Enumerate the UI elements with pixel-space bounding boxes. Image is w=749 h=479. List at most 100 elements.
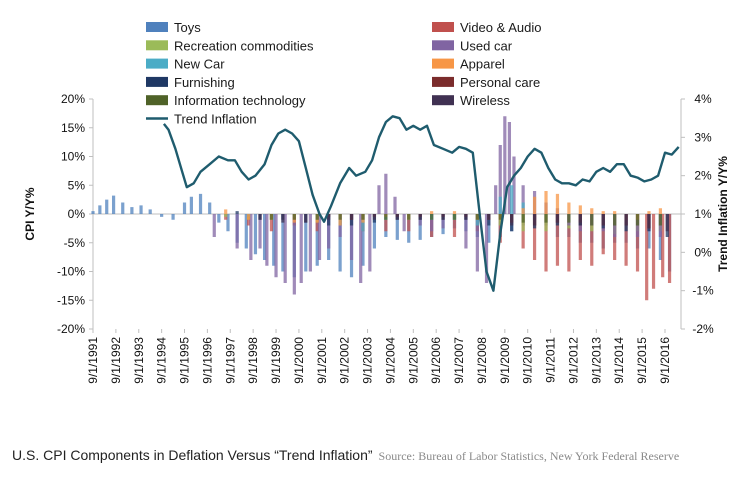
bar [327,214,331,249]
x-tick-label: 9/1/1996 [200,337,214,384]
bar [494,185,498,214]
x-tick-label: 9/1/2003 [361,337,375,384]
legend-label: Used car [460,38,513,53]
bar [532,214,537,260]
bar [532,214,537,226]
bar [281,214,285,223]
legend-swatch [432,40,454,51]
y-tick-label: 20% [61,92,85,106]
bar [601,214,605,226]
bar [452,211,457,214]
y-tick-label: 5% [68,178,86,192]
series-toys [91,193,672,278]
x-tick-label: 9/1/2011 [544,337,558,383]
legend-label: Furnishing [174,75,235,90]
bar [139,205,143,214]
bar [283,214,287,283]
y-tick-label: 10% [61,150,85,164]
bar [395,214,399,220]
bar [555,193,560,214]
x-tick-label: 9/1/1992 [109,337,123,384]
y-tick-label: -10% [57,265,85,279]
bar [452,214,457,237]
bar [224,209,228,214]
bar [487,214,491,243]
bar [349,214,354,220]
bar [503,116,507,214]
bar [567,202,571,214]
trend-inflation-line [162,115,680,292]
bar [430,214,434,220]
series-used-car [212,116,663,295]
y-tick-label: -5% [64,236,86,250]
bar [407,214,411,232]
bar [464,214,468,220]
bar [384,173,388,214]
bar [272,214,276,266]
bar [368,214,372,272]
bar [265,214,269,266]
bar [567,214,571,272]
x-tick-label: 9/1/2006 [429,337,443,384]
bar [651,214,656,289]
bar [521,208,525,214]
bar [338,214,342,272]
bar [338,214,342,220]
bar [555,214,560,266]
caption: U.S. CPI Components in Deflation Versus … [12,447,679,465]
bar [635,214,640,226]
bar [91,211,95,214]
bar [148,209,152,214]
bar [590,214,594,226]
chart-svg: 20% 15% 10% 5% 0% -5% -10% -15% -20% 4% 3% 2% 1% 0% -1… [23,20,730,384]
legend-swatch [432,76,454,87]
bar [198,193,203,214]
x-tick-label: 9/1/2012 [566,337,580,384]
legend-label: Information technology [174,93,306,108]
bar [121,202,125,214]
bar [441,214,445,229]
legend-label: Personal care [460,75,540,90]
bar [317,214,322,260]
x-tick-label: 9/1/2001 [315,337,329,384]
y2-tick-label: -1% [692,284,714,298]
x-tick-label: 9/1/2005 [406,337,420,384]
bar [217,214,221,223]
bar [555,214,560,223]
legend-swatch [146,22,168,32]
legend-swatch [146,58,168,69]
bar [601,214,605,255]
x-tick-label: 9/1/2007 [452,337,466,384]
series-information-technology [269,214,663,226]
bar [521,214,525,223]
bar [258,214,262,249]
x-tick-label: 9/1/1991 [86,337,100,384]
bar [544,214,548,272]
bar [624,214,628,226]
bar [658,214,663,226]
bar [430,214,434,232]
bar [269,214,274,232]
bar [224,214,228,217]
series-wireless [258,214,669,232]
bar [299,214,303,283]
x-tick-label: 9/1/1999 [269,337,283,384]
bar [393,196,397,214]
legend-label: Trend Inflation [174,112,257,127]
bar [327,214,331,220]
y2-tick-label: 2% [694,169,712,183]
x-tick-label: 9/1/2014 [612,337,626,384]
bar [645,214,649,301]
bar [647,211,651,214]
bar [510,185,514,214]
legend-label: Recreation commodities [174,38,314,53]
bar [613,211,617,214]
bar [484,214,489,283]
bar [253,214,258,255]
bar [635,214,640,272]
bar [567,214,571,223]
bar [361,214,365,266]
legend-label: Video & Audio [460,20,541,35]
x-tick-label: 9/1/2010 [521,337,535,384]
y-tick-label: -20% [57,322,85,336]
